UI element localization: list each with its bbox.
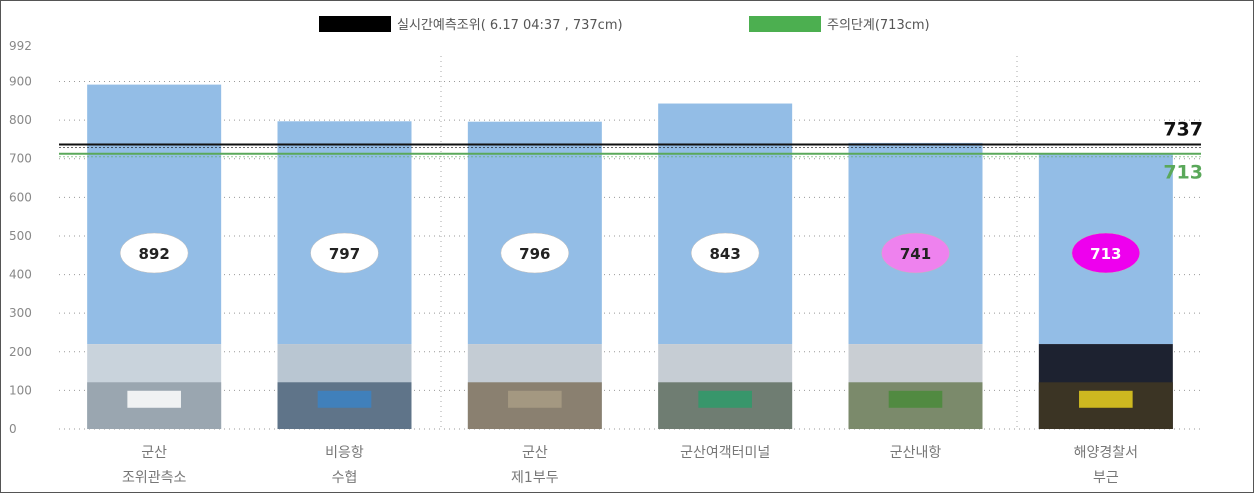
value-bubble xyxy=(1071,232,1141,274)
legend-swatch xyxy=(319,16,391,32)
value-bubble xyxy=(881,232,950,274)
category-label: 군산 xyxy=(522,445,548,461)
category-label: 제1부두 xyxy=(511,470,559,486)
y-tick-label: 100 xyxy=(9,383,32,397)
reference-line-label: 737 xyxy=(1163,118,1203,140)
category-label: 부근 xyxy=(1093,470,1119,486)
category-label: 조위관측소 xyxy=(122,470,187,486)
reference-line-label: 713 xyxy=(1163,162,1203,184)
bar xyxy=(277,121,412,345)
gunsan-pier1-photo xyxy=(467,344,602,429)
photo-detail xyxy=(127,390,181,408)
photo-detail xyxy=(317,390,372,408)
value-label: 843 xyxy=(710,245,741,263)
photo-detail xyxy=(508,390,562,408)
category-label: 비응항 xyxy=(325,445,364,461)
value-bubble xyxy=(500,232,570,274)
y-tick-label: 900 xyxy=(9,75,32,89)
bar xyxy=(87,84,222,345)
category-label: 해양경찰서 xyxy=(1074,445,1138,461)
y-tick-label: 200 xyxy=(9,345,32,359)
value-bubble xyxy=(119,232,189,274)
value-bubble xyxy=(310,232,379,274)
y-tick-label: 700 xyxy=(9,152,32,166)
legend-label: 실시간예측조위( 6.17 04:37 , 737cm) xyxy=(397,18,623,33)
coast-guard-area-photo xyxy=(1038,344,1173,429)
bieung-port-photo xyxy=(277,344,412,429)
gunsan-inner-port-photo xyxy=(848,344,983,429)
y-tick-label: 992 xyxy=(9,39,32,53)
value-label: 741 xyxy=(900,245,931,263)
photo-detail xyxy=(1079,390,1133,408)
y-tick-label: 800 xyxy=(9,113,32,127)
value-bubble xyxy=(690,232,760,274)
gunsan-tide-station-photo xyxy=(87,344,222,429)
category-label: 군산 xyxy=(141,445,167,461)
y-tick-label: 400 xyxy=(9,268,32,282)
category-label: 군산여객터미널 xyxy=(680,445,770,461)
category-label: 수협 xyxy=(332,470,358,486)
value-label: 796 xyxy=(519,245,550,263)
category-label: 군산내항 xyxy=(890,445,942,461)
y-tick-label: 600 xyxy=(9,190,32,204)
photo-detail xyxy=(888,390,943,408)
y-tick-label: 500 xyxy=(9,229,32,243)
photo-detail xyxy=(698,390,752,408)
value-label: 892 xyxy=(139,245,170,263)
y-tick-label: 0 xyxy=(9,422,17,436)
y-tick-label: 300 xyxy=(9,306,32,320)
value-label: 713 xyxy=(1090,245,1121,263)
legend-label: 주의단계(713cm) xyxy=(827,18,930,33)
bar xyxy=(658,103,793,345)
legend-swatch xyxy=(749,16,821,32)
value-label: 797 xyxy=(329,245,360,263)
gunsan-ferry-terminal-photo xyxy=(658,344,793,429)
